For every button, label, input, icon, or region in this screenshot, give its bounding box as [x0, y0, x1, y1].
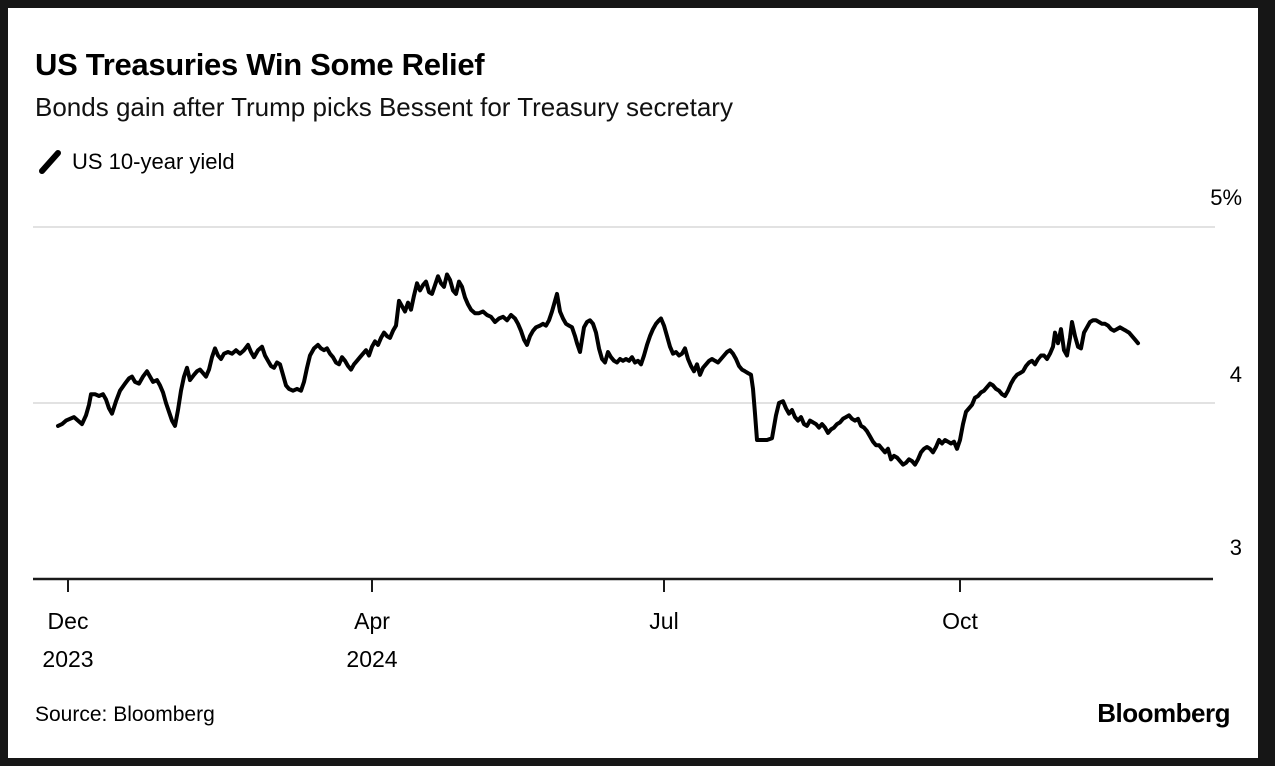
x-tick-month: Jul [649, 608, 679, 634]
source-attribution: Source: Bloomberg [35, 703, 215, 726]
x-tick-month: Dec [47, 608, 89, 634]
x-tick-month: Apr [354, 608, 390, 634]
y-axis-label-3: 3 [1229, 535, 1242, 560]
bloomberg-logo: Bloomberg [1097, 698, 1230, 728]
line-series-icon [39, 150, 61, 174]
legend: US 10-year yield [38, 148, 235, 176]
x-axis-label-apr-2024: Apr 2024 [346, 602, 397, 678]
x-axis-label-jul: Jul [649, 602, 678, 640]
legend-label: US 10-year yield [72, 149, 235, 174]
x-axis-label-oct: Oct [942, 602, 978, 640]
chart-card [8, 8, 1258, 758]
x-tick-year: 2023 [42, 646, 94, 672]
chart-subtitle: Bonds gain after Trump picks Bessent for… [35, 92, 733, 122]
x-tick-year: 2024 [346, 646, 398, 672]
yield-line-series [56, 272, 1140, 467]
y-axis-label-5pct: 5% [1210, 185, 1242, 210]
chart-title: US Treasuries Win Some Relief [35, 47, 485, 82]
y-axis-label-4: 4 [1229, 362, 1242, 387]
x-axis-label-dec-2023: Dec 2023 [42, 602, 93, 678]
x-tick-month: Oct [942, 608, 978, 634]
